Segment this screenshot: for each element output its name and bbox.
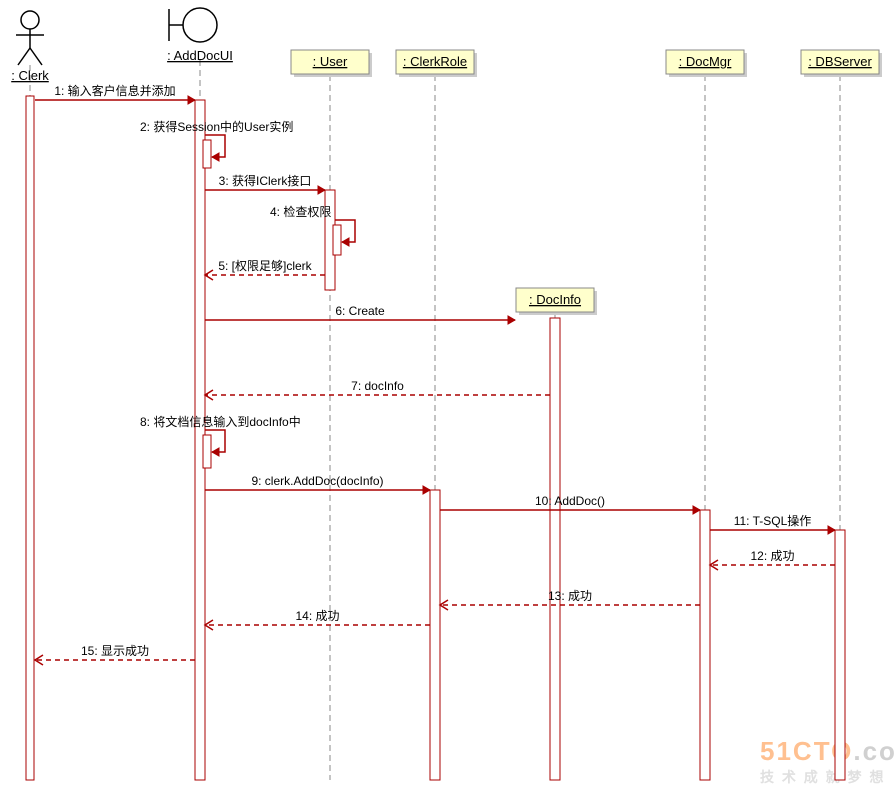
message-label-11: 11: T-SQL操作	[734, 513, 812, 528]
message-label-12: 12: 成功	[750, 549, 794, 563]
message-label-14: 14: 成功	[295, 609, 339, 623]
actor-head-icon	[21, 11, 39, 29]
activation-bar	[203, 140, 211, 168]
message-label-9: 9: clerk.AddDoc(docInfo)	[251, 474, 383, 488]
message-label-8: 8: 将文档信息输入到docInfo中	[140, 414, 301, 429]
message-label-13: 13: 成功	[548, 589, 592, 603]
lifeline-label-dbserver: : DBServer	[808, 54, 872, 69]
message-label-6: 6: Create	[335, 304, 385, 318]
message-label-3: 3: 获得IClerk接口	[219, 173, 312, 188]
boundary-icon	[183, 8, 217, 42]
message-label-5: 5: [权限足够]clerk	[218, 259, 312, 273]
lifeline-label-user: : User	[313, 54, 348, 69]
sequence-diagram: 51CTO.com 技 术 成 就 梦 想 : Clerk : AddDocUI : U…	[0, 0, 894, 794]
activation-bar	[26, 96, 34, 780]
watermark-slogan: 技 术 成 就 梦 想	[760, 769, 885, 785]
lifeline-label-clerkrole: : ClerkRole	[403, 54, 467, 69]
watermark-logo: 51CTO.com	[760, 736, 894, 766]
activation-bar	[333, 225, 341, 255]
message-label-2: 2: 获得Session中的User实例	[140, 119, 293, 134]
lifeline-label-docmgr: : DocMgr	[679, 54, 732, 69]
activation-bar	[700, 510, 710, 780]
message-label-10: 10: AddDoc()	[535, 494, 605, 508]
lifeline-label-docinfo: : DocInfo	[529, 292, 581, 307]
activation-bar	[550, 318, 560, 780]
lifeline-label-clerk: : Clerk	[11, 68, 49, 83]
activation-bar	[430, 490, 440, 780]
activation-bar	[835, 530, 845, 780]
lifeline-label-adddocui: : AddDocUI	[167, 48, 233, 63]
message-label-1: 1: 输入客户信息并添加	[54, 83, 175, 98]
message-label-7: 7: docInfo	[351, 379, 404, 393]
message-label-15: 15: 显示成功	[81, 644, 149, 658]
activation-bar	[203, 435, 211, 468]
message-label-4: 4: 检查权限	[270, 204, 331, 219]
